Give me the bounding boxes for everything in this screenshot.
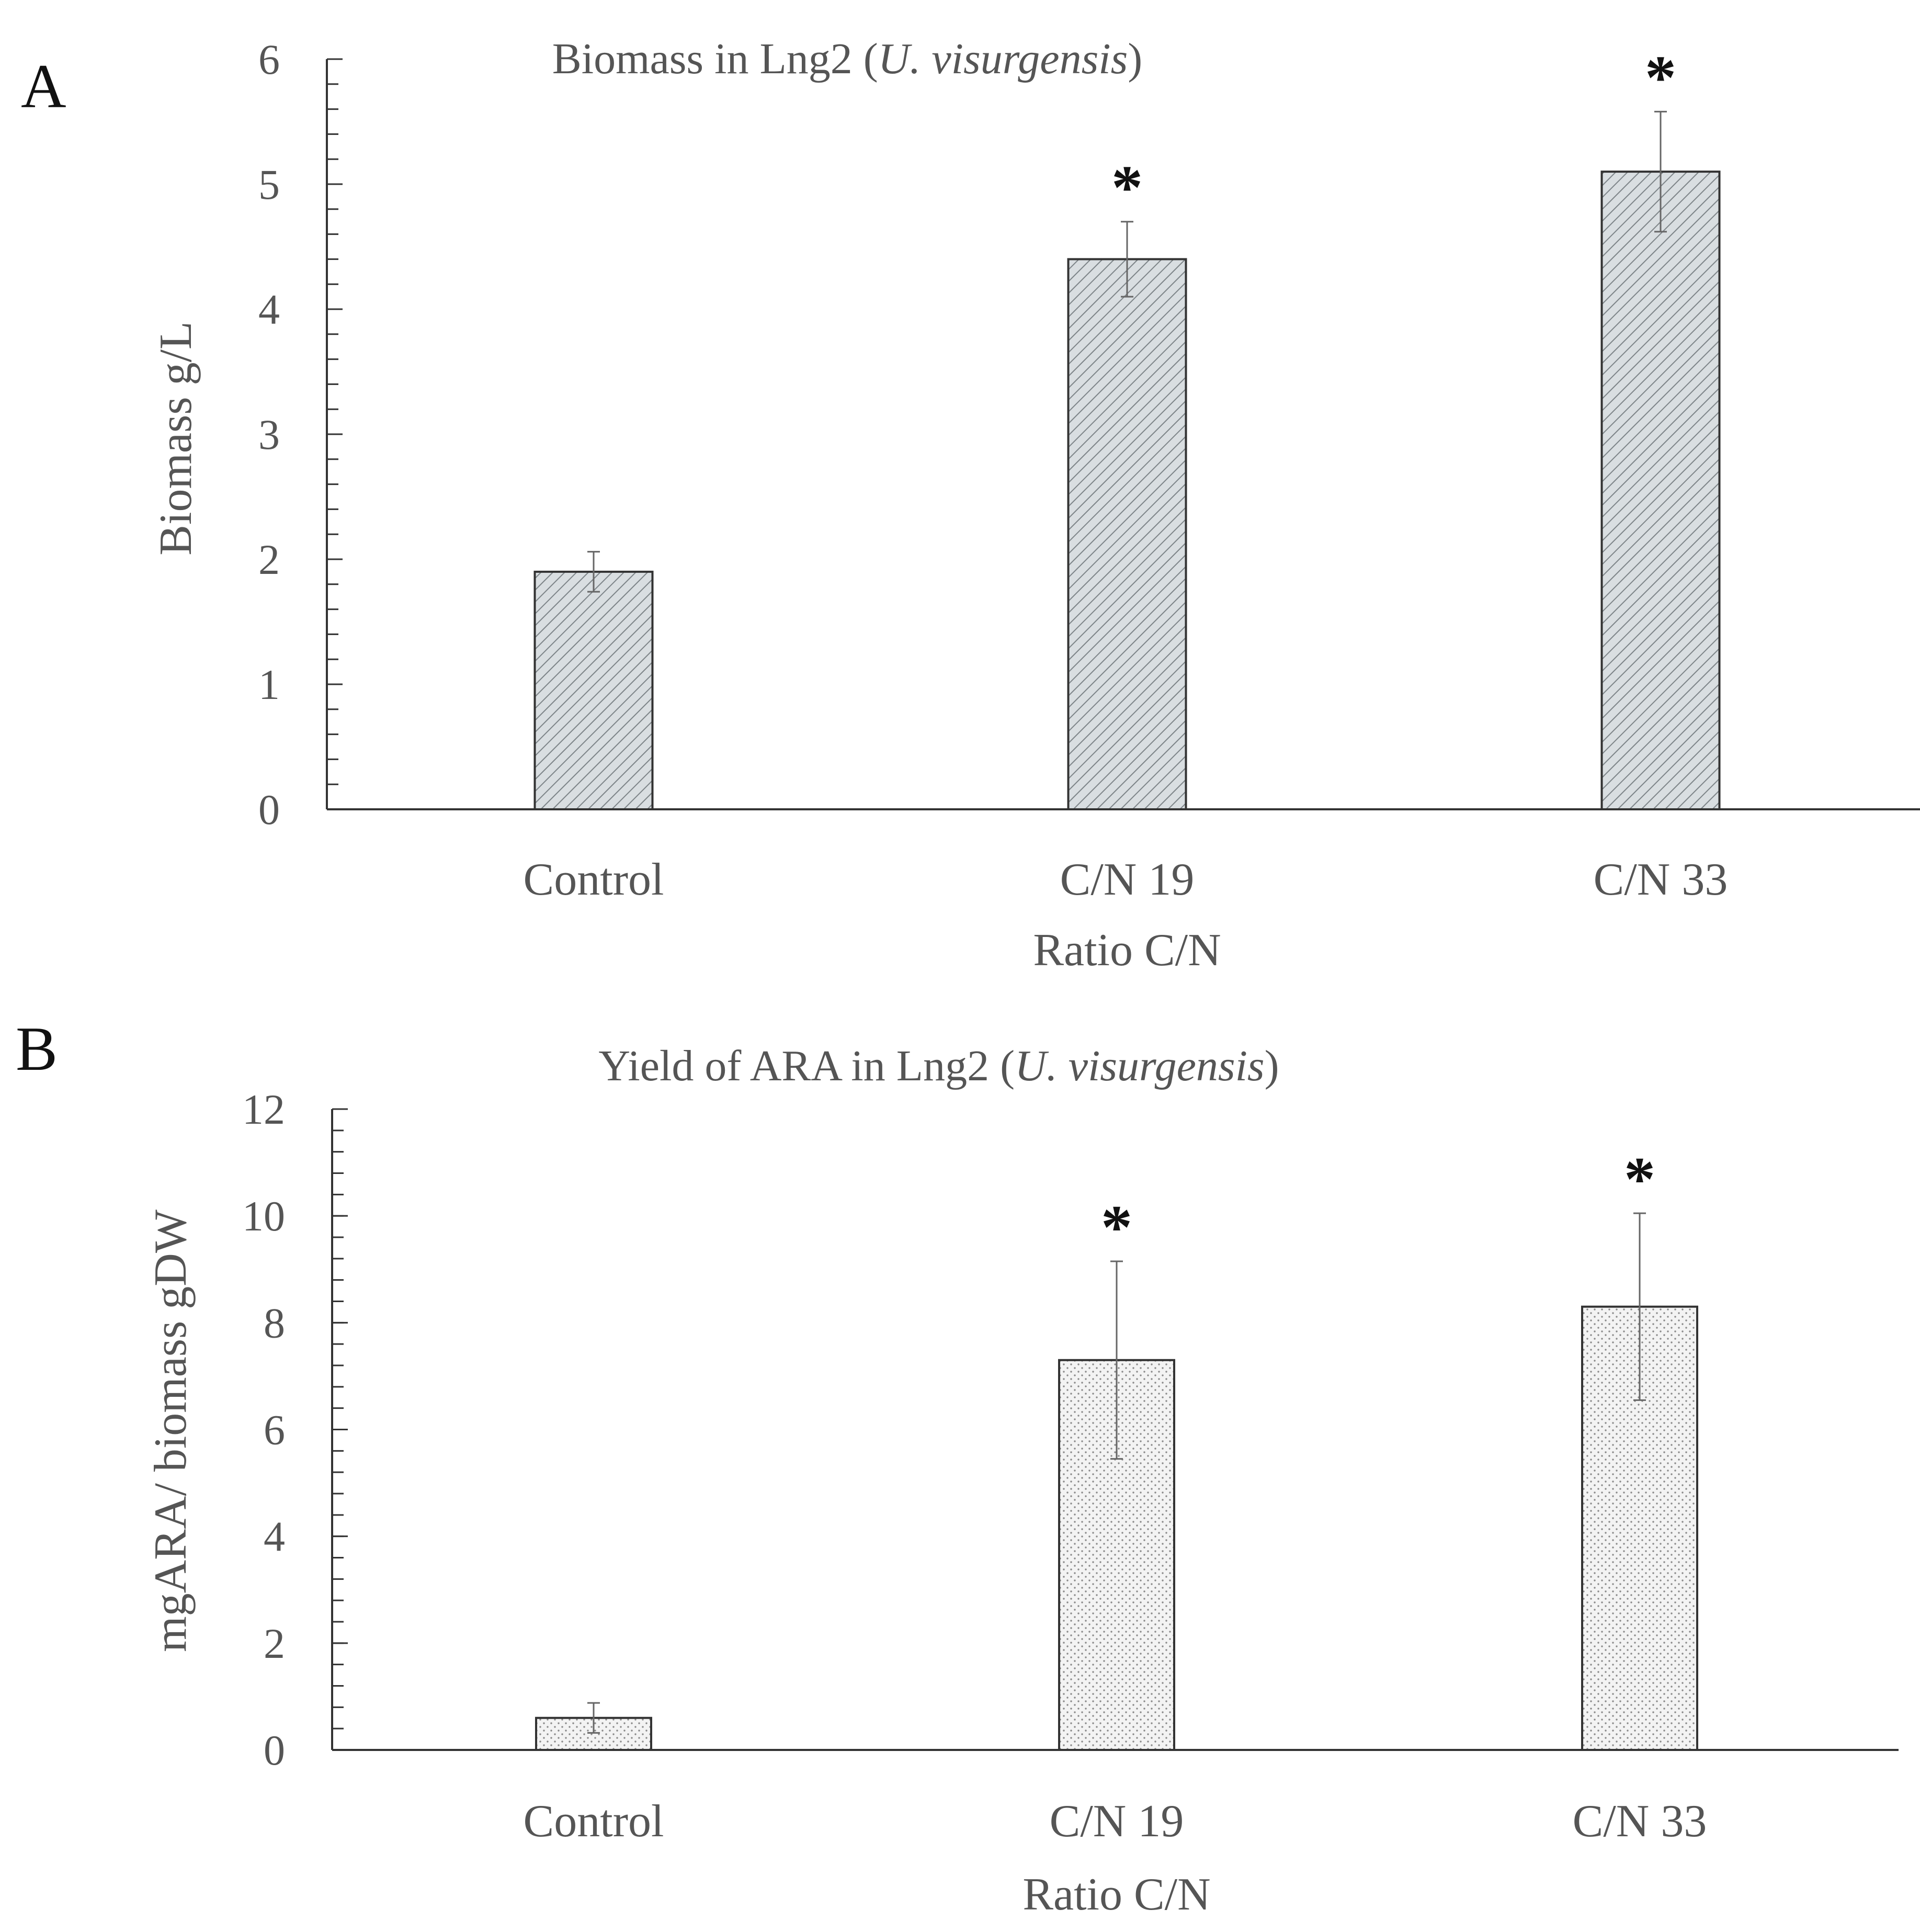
- bar: [1600, 171, 1721, 811]
- y-tick-label: 5: [258, 161, 280, 208]
- x-category-label: C/N 19: [1050, 1796, 1184, 1847]
- chart-title-part: U. visurgensis: [1015, 1042, 1265, 1090]
- x-axis-title: Ratio C/N: [1023, 1869, 1210, 1920]
- chart-title: Biomass in Lng2 (U. visurgensis): [552, 35, 1143, 83]
- y-axis-title: Biomass g/L: [151, 321, 201, 555]
- significance-marker: *: [1645, 42, 1676, 112]
- bar: [1067, 258, 1187, 810]
- y-tick-label: 2: [258, 536, 280, 583]
- x-category-label: C/N 33: [1573, 1796, 1707, 1847]
- y-tick-label: 6: [264, 1406, 285, 1454]
- bar: [533, 570, 654, 811]
- chart-title-part: U. visurgensis: [878, 35, 1128, 83]
- y-tick-label: 3: [258, 411, 280, 458]
- x-axis-title: Ratio C/N: [1033, 925, 1221, 976]
- chart-title-part: Yield of ARA in Lng2 (: [598, 1042, 1015, 1090]
- x-category-label: Control: [524, 854, 664, 905]
- panel-a-chart: A Biomass in Lng2 (U. visurgensis) 0 1 2 3 4 5 6…: [21, 35, 1920, 976]
- significance-marker: *: [1624, 1144, 1655, 1214]
- y-tick-label: 4: [258, 286, 280, 333]
- x-category-label: C/N 19: [1060, 854, 1195, 905]
- y-tick-label: 12: [242, 1086, 285, 1133]
- x-category-label: Control: [524, 1796, 664, 1847]
- panel-b-chart: B Yield of ARA in Lng2 (U. visurgensis) 0 2…: [16, 1014, 1899, 1920]
- y-tick-label: 6: [258, 36, 280, 83]
- panel-letter: A: [21, 51, 66, 121]
- y-tick-label: 2: [264, 1620, 285, 1667]
- chart-title-part: ): [1128, 35, 1142, 83]
- panel-letter: B: [16, 1014, 58, 1083]
- y-tick-label: 4: [264, 1513, 285, 1561]
- y-tick-label: 10: [242, 1192, 285, 1240]
- y-tick-label: 8: [264, 1299, 285, 1347]
- y-tick-label: 1: [258, 661, 280, 708]
- y-axis-title: mgARA/ biomass gDW: [145, 1210, 196, 1652]
- x-category-label: C/N 33: [1594, 854, 1728, 905]
- chart-title-part: Biomass in Lng2 (: [552, 35, 878, 83]
- chart-title-part: ): [1265, 1042, 1279, 1090]
- y-tick-label: 0: [258, 786, 280, 833]
- significance-marker: *: [1111, 153, 1143, 222]
- y-tick-label: 0: [264, 1726, 285, 1774]
- chart-title: Yield of ARA in Lng2 (U. visurgensis): [598, 1042, 1279, 1090]
- significance-marker: *: [1101, 1192, 1132, 1262]
